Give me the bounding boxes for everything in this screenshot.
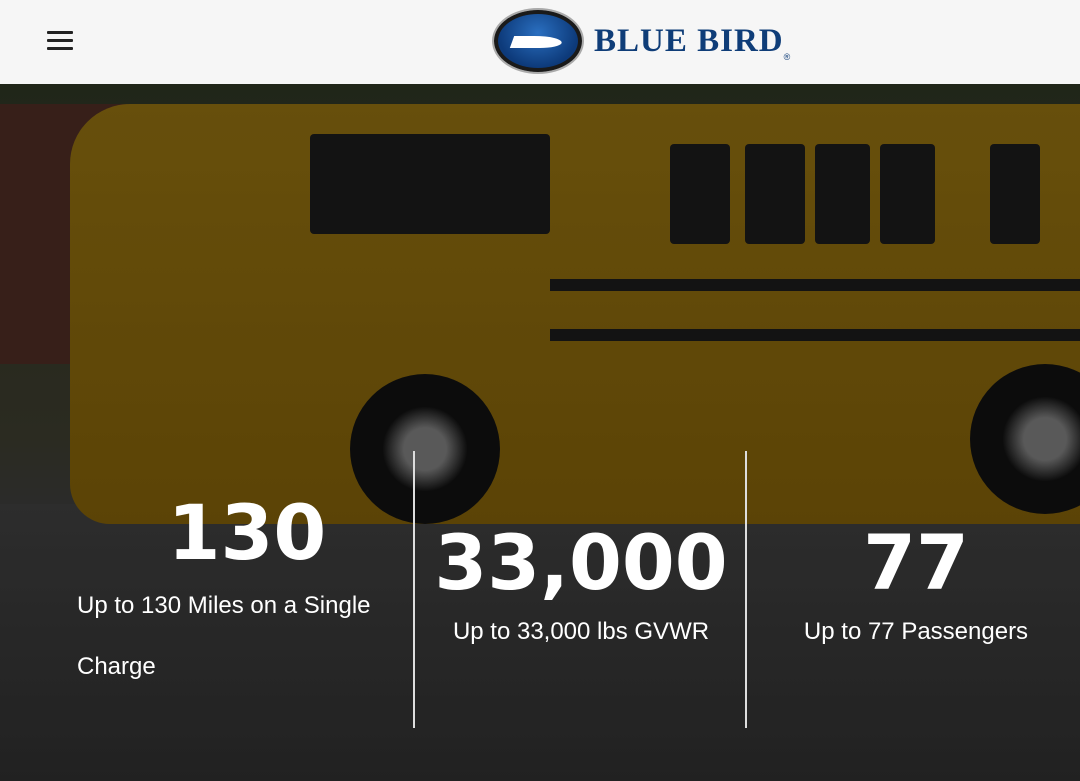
hamburger-menu-icon[interactable] xyxy=(47,31,73,51)
road xyxy=(0,504,1080,781)
stat-passengers: 77 Up to 77 Passengers xyxy=(750,525,1080,662)
blue-bird-logo[interactable]: BLUE BIRD ® xyxy=(494,10,790,72)
hero-bus-image xyxy=(0,84,1080,781)
stat-value: 130 xyxy=(167,488,327,577)
stat-label: Up to 130 Miles on a Single Charge xyxy=(77,592,371,680)
stat-value: 77 xyxy=(863,518,969,607)
stat-range: 130 Up to 130 Miles on a Single Charge xyxy=(77,495,417,697)
stat-label: Up to 33,000 lbs GVWR xyxy=(452,618,710,645)
registered-mark: ® xyxy=(783,52,791,62)
bird-emblem-icon xyxy=(494,10,582,72)
divider xyxy=(413,451,415,728)
stat-value: 33,000 xyxy=(434,518,728,607)
divider xyxy=(745,451,747,728)
site-header: BLUE BIRD ® xyxy=(0,0,1080,84)
logo-text: BLUE BIRD xyxy=(594,22,784,59)
stat-gvwr: 33,000 Up to 33,000 lbs GVWR xyxy=(416,525,746,662)
school-bus xyxy=(70,104,1080,524)
stat-label: Up to 77 Passengers xyxy=(803,618,1029,645)
